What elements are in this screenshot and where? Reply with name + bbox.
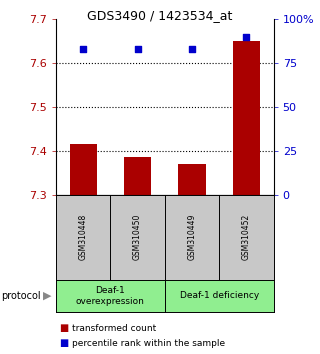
Text: Deaf-1 deficiency: Deaf-1 deficiency bbox=[180, 291, 259, 301]
Point bbox=[189, 46, 195, 52]
Text: GDS3490 / 1423534_at: GDS3490 / 1423534_at bbox=[87, 9, 233, 22]
Text: GSM310452: GSM310452 bbox=[242, 214, 251, 260]
Text: percentile rank within the sample: percentile rank within the sample bbox=[72, 339, 225, 348]
Point bbox=[81, 46, 86, 52]
Text: GSM310448: GSM310448 bbox=[79, 214, 88, 260]
Text: ▶: ▶ bbox=[43, 291, 52, 301]
Point bbox=[135, 46, 140, 52]
Bar bbox=[124, 158, 151, 195]
Text: transformed count: transformed count bbox=[72, 324, 156, 333]
Text: GSM310449: GSM310449 bbox=[188, 214, 196, 261]
Point bbox=[244, 34, 249, 40]
Text: ■: ■ bbox=[59, 323, 68, 333]
Bar bbox=[70, 144, 97, 195]
Text: Deaf-1
overexpression: Deaf-1 overexpression bbox=[76, 286, 145, 306]
Text: GSM310450: GSM310450 bbox=[133, 214, 142, 261]
Text: ■: ■ bbox=[59, 338, 68, 348]
Text: protocol: protocol bbox=[2, 291, 41, 301]
Bar bbox=[233, 41, 260, 195]
Bar bbox=[179, 164, 206, 195]
